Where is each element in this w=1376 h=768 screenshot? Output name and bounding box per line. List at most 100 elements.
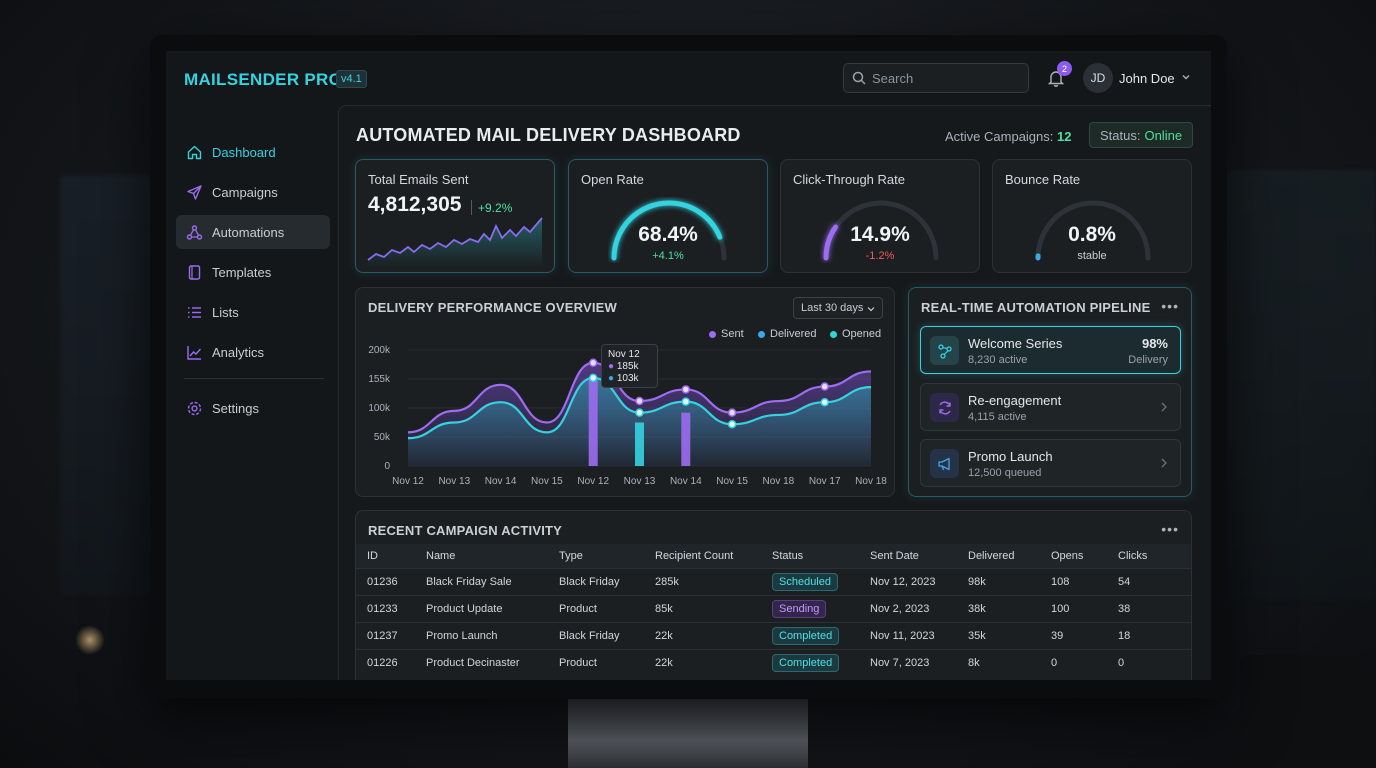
notification-badge: 2 (1057, 61, 1072, 76)
table-cell: Nov 12, 2023 (859, 567, 957, 595)
pipeline-item-name: Welcome Series (968, 336, 1063, 351)
sidebar-item-lists[interactable]: Lists (176, 295, 330, 329)
table-cell: Nov 11, 2023 (859, 621, 957, 649)
template-icon (188, 264, 201, 280)
table-cell: Product Decinaster (415, 648, 548, 676)
pipeline-item-icon-container (930, 449, 959, 478)
column-header[interactable]: Opens (1040, 544, 1107, 568)
sidebar-item-analytics[interactable]: Analytics (176, 335, 330, 369)
table-row[interactable]: 01237 Promo Launch Black Friday 22k Complete… (356, 621, 1191, 649)
analytics-icon (187, 345, 202, 360)
legend-item-delivered: Delivered (758, 328, 816, 340)
sidebar-item-settings[interactable]: Settings (176, 391, 330, 425)
main-content: AUTOMATED MAIL DELIVERY DASHBOARD Active… (338, 105, 1211, 680)
table-cell: 8k (957, 648, 1040, 676)
table-cell: 100 (1040, 594, 1107, 622)
brand-logo[interactable]: MAILSENDER PRO (184, 70, 343, 89)
column-header[interactable]: Name (415, 544, 548, 568)
legend-item-sent: Sent (709, 328, 744, 340)
date-range-value: Last 30 days (801, 302, 864, 314)
kpi-card-total-emails: Total Emails Sent 4,812,305 +9.2% (355, 159, 555, 273)
x-tick-label: Nov 12 (392, 476, 424, 487)
sidebar-item-automations[interactable]: Automations (176, 215, 330, 249)
gauge-open-rate (611, 200, 727, 261)
pipeline-item-status: 4,115 active (968, 411, 1027, 423)
table-cell: Product Update (415, 594, 548, 622)
tooltip-delivered-value: 103k (616, 373, 639, 384)
search-box[interactable] (843, 63, 1029, 93)
legend-item-opened: Opened (830, 328, 881, 340)
search-input[interactable] (872, 70, 1022, 86)
date-range-select[interactable]: Last 30 days (793, 297, 883, 319)
y-tick-label: 100k (368, 403, 391, 414)
legend-dot (709, 330, 716, 338)
avatar[interactable]: JD (1083, 63, 1113, 93)
active-campaigns-label: Active Campaigns: (945, 129, 1054, 144)
table-cell: Product (548, 648, 644, 676)
column-header[interactable]: Type (548, 544, 644, 568)
sidebar-item-templates[interactable]: Templates (176, 255, 330, 289)
table-row[interactable]: 01233 Product Update Product 85k Sending Nov … (356, 594, 1191, 622)
chevron-right-icon (1161, 458, 1167, 468)
sidebar: Dashboard Campaigns Automations Template… (166, 105, 338, 680)
status-value: Online (1144, 127, 1183, 143)
pipeline-item-name: Re-engagement (968, 393, 1062, 408)
data-point-sent (727, 408, 737, 417)
table-header-row: ID Name Type Recipient Count Status Sent Date… (356, 544, 1191, 568)
refresh-icon (938, 401, 951, 414)
x-tick-label: Nov 14 (485, 476, 517, 487)
page-title: AUTOMATED MAIL DELIVERY DASHBOARD (356, 125, 741, 145)
sidebar-item-campaigns[interactable]: Campaigns (176, 175, 330, 209)
column-header[interactable]: Sent Date (859, 544, 957, 568)
tooltip-sent-value: 185k (616, 361, 639, 372)
screen: MAILSENDER PRO v4.1 2 JD John Doe Dashbo… (166, 51, 1211, 680)
legend-label: Delivered (770, 328, 817, 340)
column-header[interactable]: Status (761, 544, 859, 568)
table-row[interactable]: 01226 Product Decinaster Product 22k Complet… (356, 648, 1191, 676)
legend-dot (758, 330, 765, 338)
more-options-icon[interactable]: ••• (1161, 521, 1179, 537)
gauge-bounce-rate (1035, 200, 1151, 261)
pipeline-item-status: 8,230 active (968, 354, 1028, 366)
tooltip-date: Nov 12 (608, 349, 640, 360)
column-header[interactable]: Clicks (1107, 544, 1191, 568)
chevron-down-icon[interactable] (1181, 72, 1191, 82)
section-title: REAL-TIME AUTOMATION PIPELINE (921, 300, 1151, 315)
section-title: DELIVERY PERFORMANCE OVERVIEW (368, 300, 617, 315)
pipeline-item-promo-launch[interactable]: Promo Launch 12,500 queued (920, 439, 1181, 487)
y-tick-label: 50k (374, 432, 391, 443)
table-cell: Nov 7, 2023 (859, 648, 957, 676)
gear-icon (187, 401, 202, 415)
kpi-delta: +9.2% (478, 201, 513, 215)
more-options-icon[interactable]: ••• (1161, 298, 1179, 314)
x-tick-label: Nov 18 (763, 476, 795, 487)
status-badge: Sending (772, 599, 827, 618)
kpi-separator (471, 200, 472, 215)
sidebar-item-label: Settings (212, 400, 259, 416)
kpi-value: 14.9% (850, 223, 910, 246)
table-cell: Sending (761, 594, 859, 622)
series-area-delivered (408, 377, 871, 466)
background-monitor-right (1215, 170, 1376, 600)
table-cell: 01233 (356, 594, 415, 622)
sidebar-item-label: Dashboard (212, 144, 276, 160)
x-tick-label: Nov 13 (438, 476, 470, 487)
workflow-icon (937, 343, 952, 359)
x-tick-label: Nov 15 (716, 476, 748, 487)
sidebar-item-label: Lists (212, 304, 239, 320)
status-badge: Completed (772, 626, 840, 645)
table-row[interactable]: 01236 Black Friday Sale Black Friday 285k Sc… (356, 567, 1191, 595)
table-cell: Promo Launch (415, 621, 548, 649)
table-cell: 35k (957, 621, 1040, 649)
column-header[interactable]: Recipient Count (644, 544, 761, 568)
pipeline-item-re-engagement[interactable]: Re-engagement 4,115 active (920, 383, 1181, 431)
column-header[interactable]: Delivered (957, 544, 1040, 568)
table-cell: 22k (644, 648, 761, 676)
pipeline-item-welcome-series[interactable]: Welcome Series 8,230 active 98% Delivery (920, 326, 1181, 374)
status-badge: Completed (772, 653, 840, 672)
user-name[interactable]: John Doe (1119, 71, 1175, 86)
status-badge: Status: Online (1089, 122, 1194, 148)
sidebar-item-dashboard[interactable]: Dashboard (176, 135, 330, 169)
sidebar-item-label: Templates (212, 264, 272, 280)
column-header[interactable]: ID (356, 544, 415, 568)
